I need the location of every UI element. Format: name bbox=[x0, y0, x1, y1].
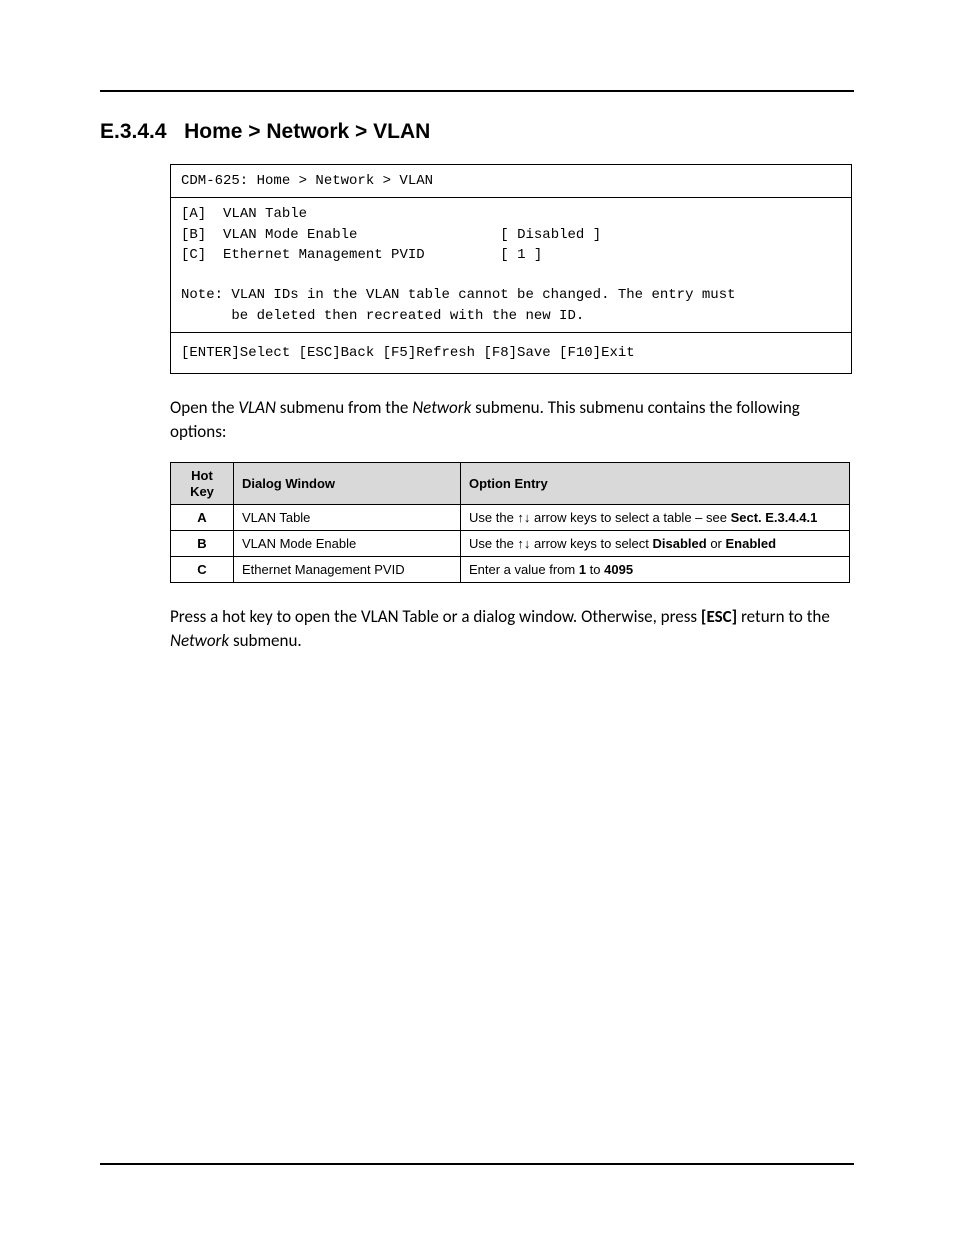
term-line-c: [C] Ethernet Management PVID [ 1 ] bbox=[181, 247, 542, 263]
options-table: Hot Key Dialog Window Option Entry A VLA… bbox=[170, 462, 850, 583]
dialog-cell: VLAN Table bbox=[234, 505, 461, 531]
section-heading: E.3.4.4 Home > Network > VLAN bbox=[100, 120, 854, 144]
option-cell: Use the ↑↓ arrow keys to select Disabled… bbox=[461, 531, 850, 557]
intro-paragraph: Open the VLAN submenu from the Network s… bbox=[170, 396, 850, 444]
term-note-2: be deleted then recreated with the new I… bbox=[181, 308, 584, 324]
network-em-2: Network bbox=[170, 630, 229, 651]
table-header-row: Hot Key Dialog Window Option Entry bbox=[171, 462, 850, 504]
table-row: C Ethernet Management PVID Enter a value… bbox=[171, 557, 850, 583]
terminal-header: CDM-625: Home > Network > VLAN bbox=[171, 165, 851, 198]
network-em: Network bbox=[412, 397, 471, 418]
section-title: Home > Network > VLAN bbox=[184, 120, 430, 143]
hotkey-cell: A bbox=[171, 505, 234, 531]
section-number: E.3.4.4 bbox=[100, 120, 167, 143]
dialog-cell: VLAN Mode Enable bbox=[234, 531, 461, 557]
terminal-body: [A] VLAN Table [B] VLAN Mode Enable [ Di… bbox=[171, 198, 851, 333]
top-rule bbox=[100, 90, 854, 92]
col-dialog: Dialog Window bbox=[234, 462, 461, 504]
term-line-a: [A] VLAN Table bbox=[181, 206, 307, 222]
vlan-em: VLAN bbox=[238, 397, 276, 418]
hotkey-cell: C bbox=[171, 557, 234, 583]
terminal-footer: [ENTER]Select [ESC]Back [F5]Refresh [F8]… bbox=[171, 333, 851, 373]
term-note-1: Note: VLAN IDs in the VLAN table cannot … bbox=[181, 287, 736, 303]
esc-key: [ESC] bbox=[701, 606, 737, 627]
table-row: A VLAN Table Use the ↑↓ arrow keys to se… bbox=[171, 505, 850, 531]
bottom-rule bbox=[100, 1163, 854, 1165]
term-line-b: [B] VLAN Mode Enable [ Disabled ] bbox=[181, 227, 601, 243]
outro-paragraph: Press a hot key to open the VLAN Table o… bbox=[170, 605, 850, 653]
table-row: B VLAN Mode Enable Use the ↑↓ arrow keys… bbox=[171, 531, 850, 557]
terminal-window: CDM-625: Home > Network > VLAN [A] VLAN … bbox=[170, 164, 852, 374]
col-hotkey: Hot Key bbox=[171, 462, 234, 504]
document-page: E.3.4.4 Home > Network > VLAN CDM-625: H… bbox=[0, 0, 954, 1235]
col-option: Option Entry bbox=[461, 462, 850, 504]
option-cell: Enter a value from 1 to 4095 bbox=[461, 557, 850, 583]
option-cell: Use the ↑↓ arrow keys to select a table … bbox=[461, 505, 850, 531]
dialog-cell: Ethernet Management PVID bbox=[234, 557, 461, 583]
hotkey-cell: B bbox=[171, 531, 234, 557]
